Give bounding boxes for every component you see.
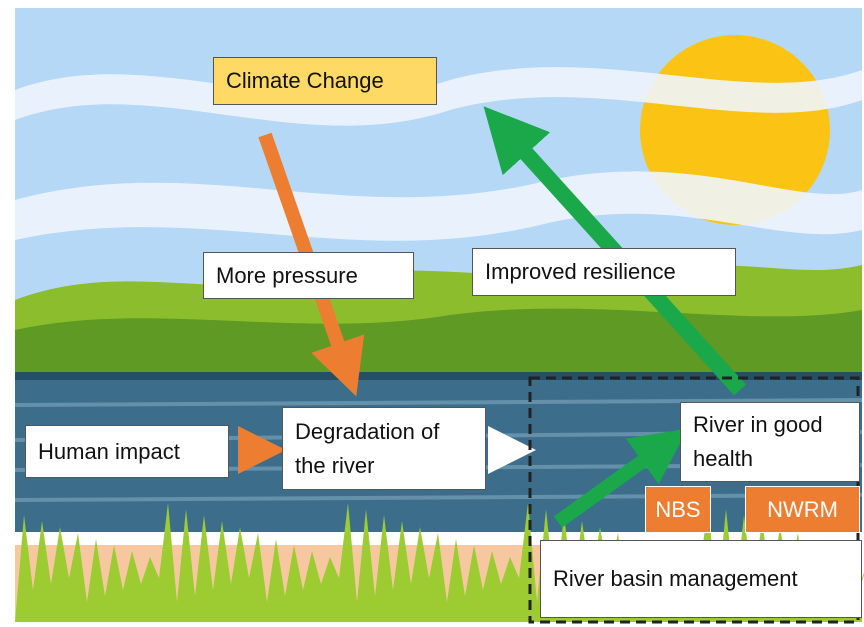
diagram: Climate Change More pressure Improved re… bbox=[0, 0, 864, 627]
hills-dark bbox=[15, 309, 862, 378]
node: Degradation of the river bbox=[282, 407, 486, 490]
node: More pressure bbox=[203, 252, 414, 299]
node: Climate Change bbox=[213, 57, 437, 105]
node: Human impact bbox=[25, 425, 229, 478]
node: Improved resilience bbox=[472, 248, 736, 296]
node: NWRM bbox=[745, 486, 860, 533]
node: River in good health bbox=[680, 402, 860, 482]
node: River basin management bbox=[540, 540, 862, 618]
node: NBS bbox=[645, 486, 711, 533]
